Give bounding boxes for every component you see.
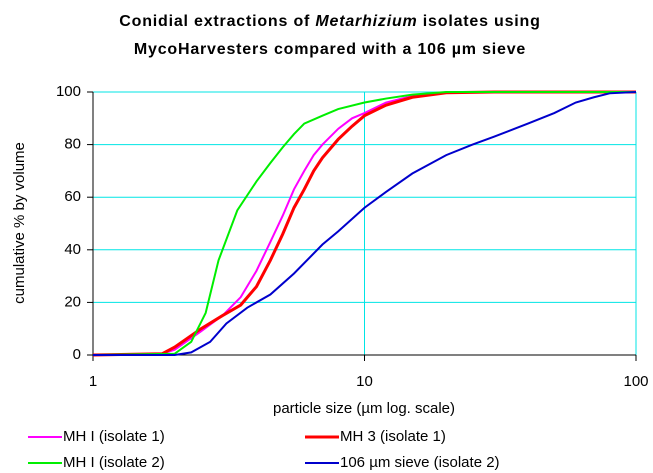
y-axis-label: cumulative % by volume bbox=[11, 142, 28, 304]
y-tick-label: 0 bbox=[73, 346, 81, 363]
legend-label: MH 3 (isolate 1) bbox=[340, 428, 446, 445]
x-axis-label: particle size (µm log. scale) bbox=[273, 400, 455, 417]
x-tick-label: 1 bbox=[89, 373, 97, 390]
y-tick-label: 60 bbox=[64, 188, 81, 205]
legend-label: MH I (isolate 2) bbox=[63, 454, 165, 471]
chart-title: MycoHarvesters compared with a 106 µm si… bbox=[134, 41, 526, 58]
legend-label: 106 µm sieve (isolate 2) bbox=[340, 454, 500, 471]
title-part: Conidial extractions of bbox=[119, 13, 315, 30]
y-tick-label: 80 bbox=[64, 136, 81, 153]
y-tick-label: 40 bbox=[64, 241, 81, 258]
title-part: Metarhizium bbox=[315, 13, 417, 30]
title-part: isolates using bbox=[418, 13, 541, 30]
y-tick-label: 20 bbox=[64, 293, 81, 310]
x-tick-label: 100 bbox=[623, 373, 648, 390]
legend-label: MH I (isolate 1) bbox=[63, 428, 165, 445]
data-line bbox=[93, 91, 637, 356]
data-line bbox=[92, 90, 636, 357]
y-tick-label: 100 bbox=[56, 83, 81, 100]
data-line bbox=[92, 91, 636, 356]
chart-title: Conidial extractions of Metarhizium isol… bbox=[119, 13, 540, 30]
x-tick-label: 10 bbox=[356, 373, 373, 390]
